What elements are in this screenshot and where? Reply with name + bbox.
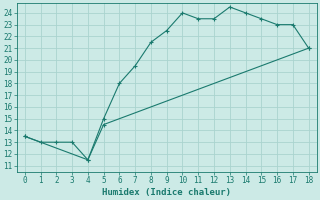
X-axis label: Humidex (Indice chaleur): Humidex (Indice chaleur) xyxy=(102,188,231,197)
